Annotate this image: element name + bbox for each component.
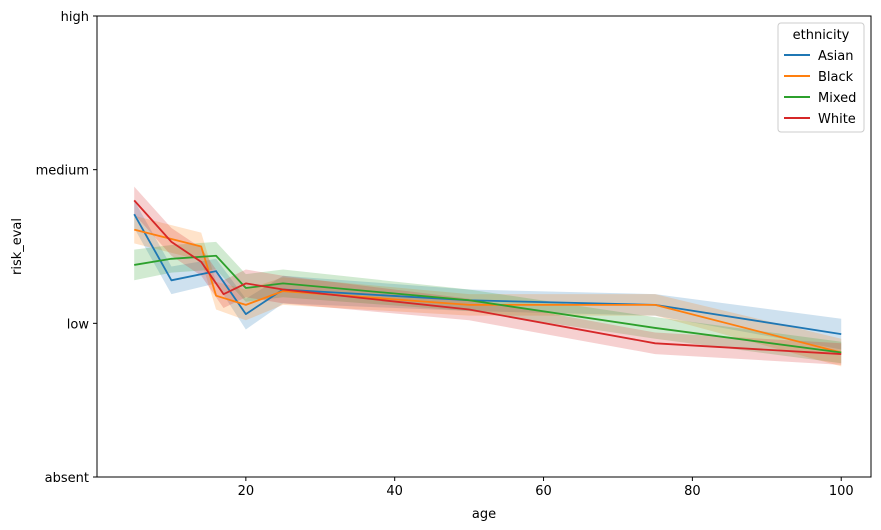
x-axis-ticks: 20 40 60 80 100: [238, 477, 854, 499]
legend-items: Asian Black Mixed White: [784, 49, 856, 127]
x-tick-label: 60: [535, 484, 552, 499]
y-tick-label: low: [67, 317, 90, 332]
y-tick-label: high: [61, 10, 89, 25]
legend-box: [777, 22, 865, 133]
x-tick-label: 100: [829, 484, 854, 499]
y-tick-label: absent: [45, 471, 89, 486]
series-lines: [133, 199, 842, 355]
x-tick-label: 20: [238, 484, 255, 499]
legend-label-black: Black: [818, 70, 854, 85]
y-axis-label: risk_eval: [10, 218, 25, 275]
plot-frame: [96, 15, 872, 478]
legend-label-asian: Asian: [818, 49, 853, 64]
ci-band-asian: [134, 200, 842, 350]
x-tick-label: 80: [684, 484, 701, 499]
x-tick-label: 40: [386, 484, 403, 499]
legend-label-mixed: Mixed: [818, 91, 856, 106]
y-tick-label: medium: [36, 164, 89, 179]
series-line-white: [133, 199, 842, 355]
legend-title: ethnicity: [793, 28, 850, 43]
series-line-black: [133, 228, 842, 354]
y-axis-ticks: absent low medium high: [36, 10, 97, 486]
legend-label-white: White: [818, 112, 856, 127]
x-axis-label: age: [472, 507, 496, 522]
ci-band-white: [134, 186, 842, 365]
ci-band-black: [134, 215, 842, 367]
legend: ethnicity Asian Black Mixed White: [777, 22, 865, 133]
